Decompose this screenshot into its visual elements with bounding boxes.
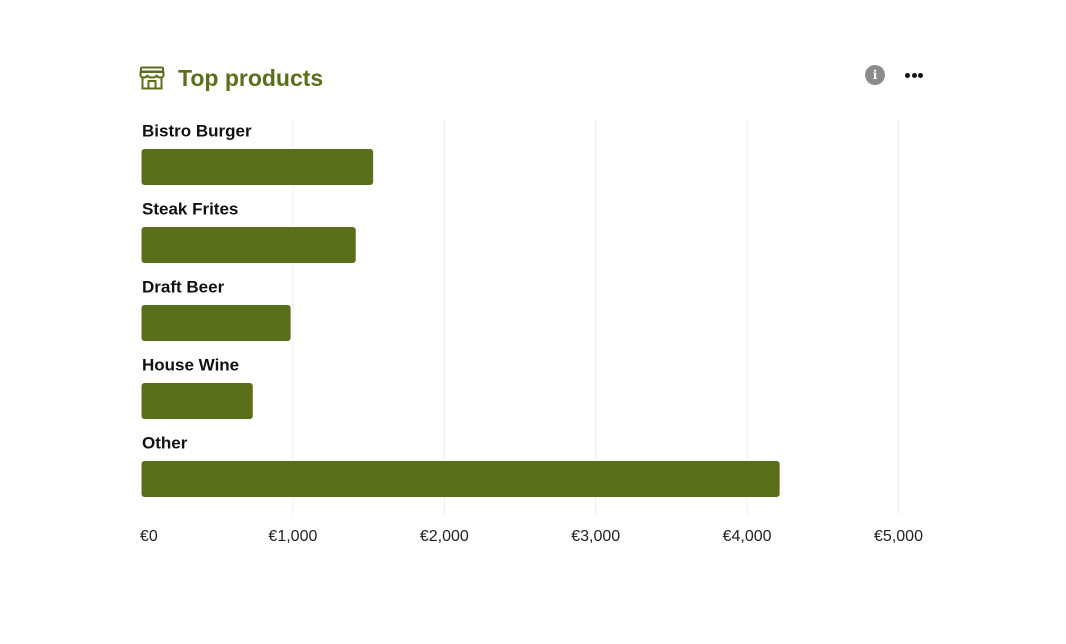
- x-tick-label: €4,000: [723, 528, 772, 545]
- more-horizontal-icon: [905, 73, 910, 78]
- more-options-button[interactable]: [900, 64, 928, 86]
- x-tick-label: €5,000: [874, 528, 923, 545]
- bar[interactable]: [141, 383, 253, 419]
- bar[interactable]: [141, 461, 780, 497]
- info-icon[interactable]: i: [865, 65, 885, 85]
- x-tick-label: €1,000: [268, 528, 317, 545]
- category-label: Draft Beer: [142, 277, 225, 296]
- bar[interactable]: [141, 149, 374, 185]
- category-label: Steak Frites: [142, 199, 238, 218]
- x-tick-label: €2,000: [420, 528, 469, 545]
- bar[interactable]: [141, 227, 356, 263]
- category-label: Bistro Burger: [142, 121, 252, 140]
- category-label: House Wine: [142, 355, 239, 374]
- chart-title: Top products: [178, 65, 324, 91]
- bar[interactable]: [141, 305, 291, 341]
- x-tick-label: €0: [140, 528, 158, 545]
- x-tick-label: €3,000: [571, 528, 620, 545]
- store-icon: [139, 66, 165, 90]
- category-label: Other: [142, 433, 188, 452]
